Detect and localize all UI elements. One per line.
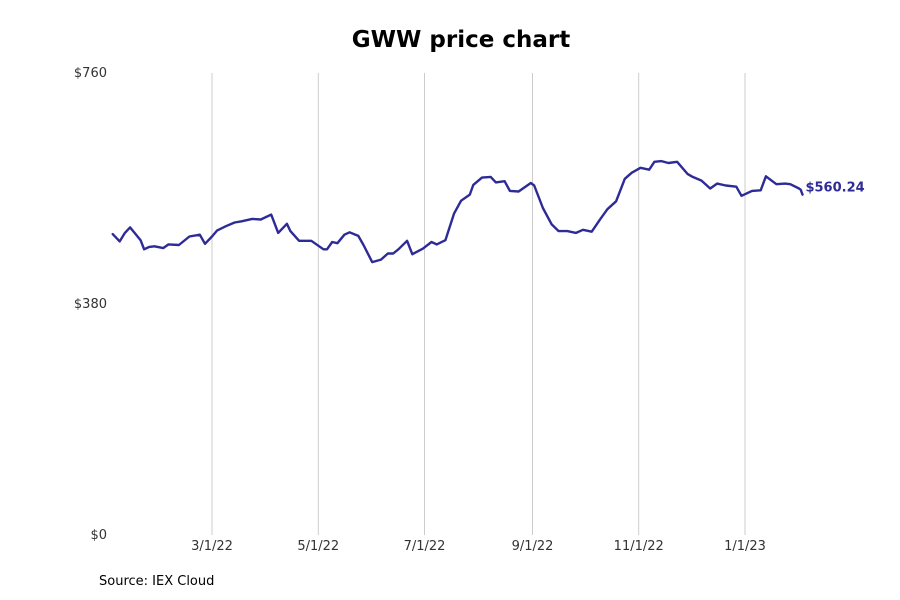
gridlines (211, 73, 746, 535)
price-line (111, 159, 804, 264)
chart-title: GWW price chart (351, 27, 571, 53)
x-tick-label: 1/1/23 (724, 539, 766, 554)
x-tick-label: 7/1/22 (404, 539, 446, 554)
y-axis-ticks: $0 $380 $760 (74, 66, 107, 543)
x-tick-label: 3/1/22 (191, 539, 233, 554)
x-tick-label: 5/1/22 (297, 539, 339, 554)
y-tick-label: $760 (74, 66, 107, 81)
y-tick-label: $0 (90, 528, 107, 543)
y-tick-label: $380 (74, 297, 107, 312)
last-price-label: $560.24 (805, 181, 864, 196)
source-note: Source: IEX Cloud (99, 574, 215, 589)
x-tick-label: 11/1/22 (614, 539, 664, 554)
x-axis-ticks: 3/1/22 5/1/22 7/1/22 9/1/22 11/1/22 1/1/23 (191, 539, 766, 554)
x-tick-label: 9/1/22 (512, 539, 554, 554)
